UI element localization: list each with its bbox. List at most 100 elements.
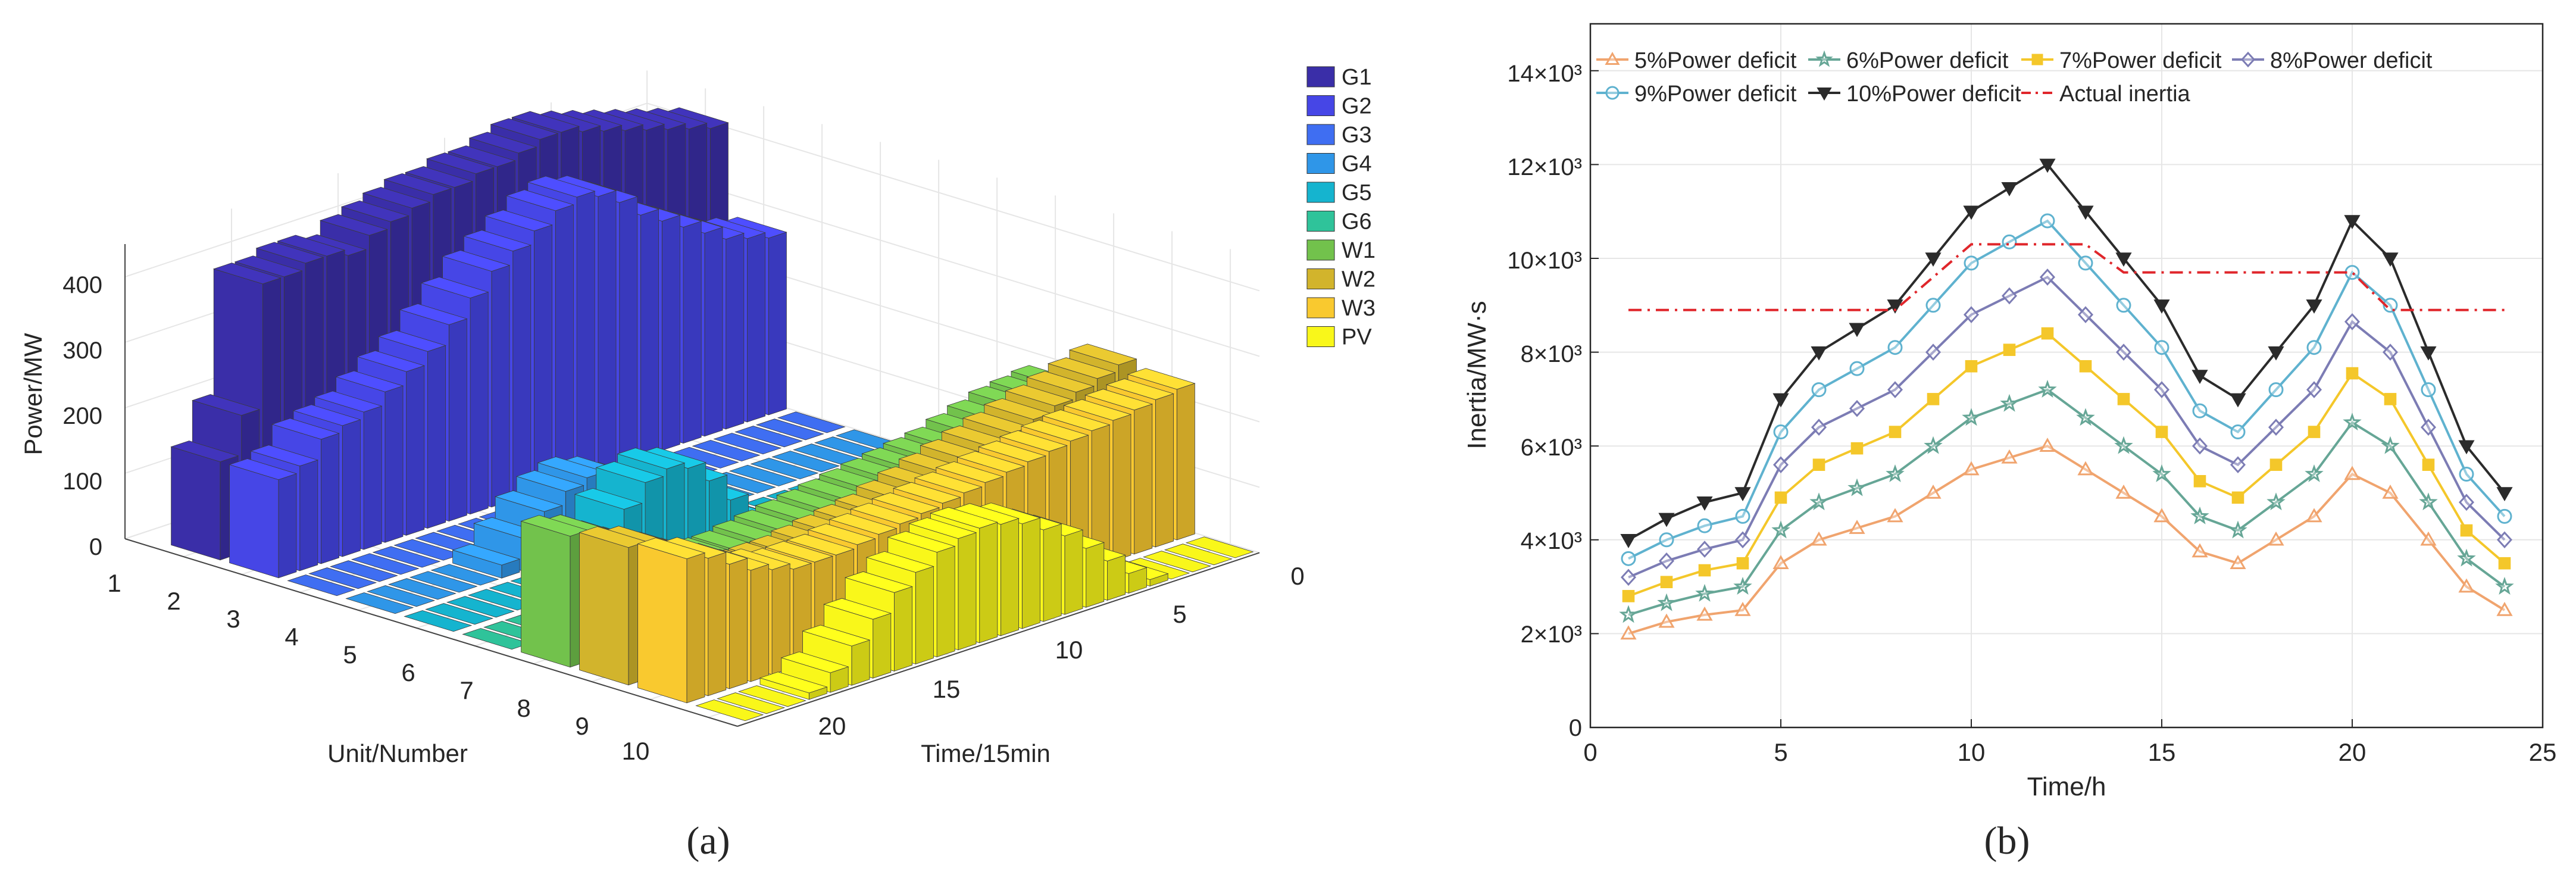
z-axis-label: Power/MW — [19, 333, 47, 455]
unit-tick-label: 3 — [226, 605, 240, 633]
data-point — [2153, 508, 2170, 523]
data-point — [1886, 464, 1905, 482]
series-line — [1628, 332, 2506, 598]
data-point — [1696, 496, 1713, 511]
data-point — [1963, 205, 1980, 220]
data-point — [2192, 437, 2208, 455]
bar-G1-t1 — [170, 441, 239, 561]
data-point — [1889, 426, 1902, 438]
series-9-power-deficit — [1621, 213, 2512, 566]
legend-label: 10%Power deficit — [1846, 82, 2021, 107]
bar-PV-t23 — [1164, 544, 1233, 566]
data-point — [2458, 440, 2475, 455]
data-point — [1849, 361, 1865, 376]
x-tick-label: 10 — [1958, 738, 1986, 766]
bar-G4-t20 — [750, 457, 819, 480]
data-point — [2344, 313, 2361, 330]
data-point — [1734, 531, 1751, 549]
data-point — [1817, 88, 1832, 101]
bar-W1-t1 — [520, 515, 589, 668]
bar-PV-t4 — [759, 672, 828, 700]
unit-tick-label: 5 — [343, 641, 357, 669]
legend-swatch — [1306, 153, 1335, 174]
time-axis-label: Time/15min — [921, 739, 1051, 767]
time-tick-label: 15 — [933, 675, 961, 703]
data-point — [1811, 531, 1827, 546]
data-point — [1849, 323, 1865, 338]
data-point — [2230, 456, 2246, 474]
panel-a-bars — [170, 107, 1254, 722]
panel-a-z-ticks: 0 100 200 300 400 — [62, 272, 102, 560]
bar-G4-t19 — [729, 464, 798, 486]
data-point — [1811, 418, 1827, 436]
data-point — [2268, 531, 2284, 546]
data-point — [2381, 436, 2400, 454]
panel-a-legend: G1 G2 G3 G4 G5 G6 W1 W2 W3 PV — [1306, 65, 1375, 350]
legend-label: W1 — [1342, 238, 1375, 263]
x-axis-label: Time/h — [2027, 772, 2106, 801]
unit-tick-label: 8 — [517, 694, 530, 722]
data-point — [2001, 449, 2018, 464]
legend-entry: 9%Power deficit — [1596, 82, 1797, 107]
data-point — [1809, 492, 1828, 511]
data-point — [2078, 255, 2093, 271]
data-point — [2230, 393, 2246, 408]
data-point — [2079, 360, 2092, 373]
data-point — [2384, 393, 2397, 405]
bar-G3-t24 — [777, 411, 846, 433]
data-point — [1735, 508, 1750, 524]
data-point — [2039, 268, 2056, 286]
data-point — [1605, 51, 1620, 65]
series-7-power-deficit — [1622, 327, 2511, 602]
data-point — [2268, 346, 2284, 361]
time-tick-label: 20 — [818, 712, 846, 740]
unit-tick-label: 7 — [459, 676, 473, 704]
data-point — [2308, 426, 2321, 438]
unit-tick-label: 6 — [401, 658, 415, 686]
data-point — [2230, 555, 2246, 569]
data-point — [2496, 601, 2513, 616]
data-point — [1962, 408, 1981, 426]
legend-entry: 6%Power deficit — [1808, 48, 2009, 73]
legend-entry: 7%Power deficit — [2021, 48, 2222, 73]
data-point — [1925, 298, 1941, 313]
data-point — [2190, 506, 2209, 524]
bar-G3-t20 — [692, 439, 761, 462]
legend-entry: Actual inertia — [2021, 82, 2191, 107]
bar-PV-t2 — [717, 692, 786, 714]
data-point — [1812, 458, 1825, 471]
data-point — [2306, 508, 2322, 523]
data-point — [2268, 418, 2284, 436]
data-point — [2031, 54, 2043, 65]
data-point — [2383, 298, 2398, 313]
data-point — [1622, 590, 1635, 602]
panel-b-series — [1619, 158, 2514, 640]
data-point — [1658, 552, 1675, 570]
series-line — [1628, 276, 2506, 579]
legend-label: W3 — [1342, 296, 1375, 321]
data-point — [1811, 346, 1827, 361]
data-point — [2344, 215, 2361, 230]
legend-label: 7%Power deficit — [2059, 48, 2222, 73]
data-point — [1658, 613, 1675, 628]
legend-label: 6%Power deficit — [1846, 48, 2009, 73]
data-point — [2192, 543, 2208, 558]
data-point — [1772, 456, 1789, 474]
legend-entry: 10%Power deficit — [1808, 82, 2021, 107]
legend-label: G4 — [1342, 152, 1372, 177]
legend-swatch — [1306, 239, 1335, 261]
bar-G4-t21 — [771, 451, 840, 473]
bar-G3-t21 — [713, 433, 782, 455]
data-point — [2498, 557, 2511, 570]
data-point — [2306, 381, 2322, 398]
data-point — [2192, 370, 2208, 385]
data-point — [2382, 484, 2399, 499]
data-point — [1850, 442, 1864, 455]
bar-G2-t1 — [229, 458, 298, 579]
legend-label: 9%Power deficit — [1634, 82, 1797, 107]
bar-PV-t5 — [780, 651, 849, 693]
data-point — [1621, 551, 1636, 566]
data-point — [2495, 577, 2514, 595]
z-tick-label: 100 — [62, 469, 102, 495]
x-tick-label: 25 — [2529, 738, 2557, 766]
